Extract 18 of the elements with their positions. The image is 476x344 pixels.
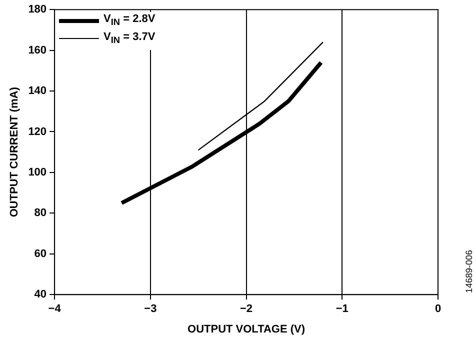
y-tick-label: 60 — [34, 248, 47, 260]
x-tick-label: 0 — [434, 303, 442, 316]
y-tick-label: 180 — [28, 4, 47, 16]
y-tick-label: 80 — [34, 207, 47, 220]
y-tick-label: 140 — [28, 85, 47, 98]
x-tick-label: −4 — [48, 303, 62, 316]
y-tick-label: 100 — [28, 166, 47, 178]
legend-label: V$_{IN}$ = 2.8V — [104, 12, 156, 29]
y-tick-label: 40 — [34, 288, 47, 301]
y-tick-label: 160 — [28, 44, 47, 56]
x-tick-label: −1 — [336, 303, 348, 316]
x-axis-title: OUTPUT VOLTAGE (V) — [188, 323, 306, 336]
text: 14689-006 — [464, 250, 474, 294]
legend-label: V$_{IN}$ = 3.7V — [104, 30, 156, 47]
x-tick-label: −2 — [240, 303, 253, 316]
y-axis-title: OUTPUT CURRENT (mA) — [8, 86, 21, 218]
y-tick-label: 120 — [28, 126, 47, 138]
x-tick-label: −3 — [144, 303, 157, 316]
